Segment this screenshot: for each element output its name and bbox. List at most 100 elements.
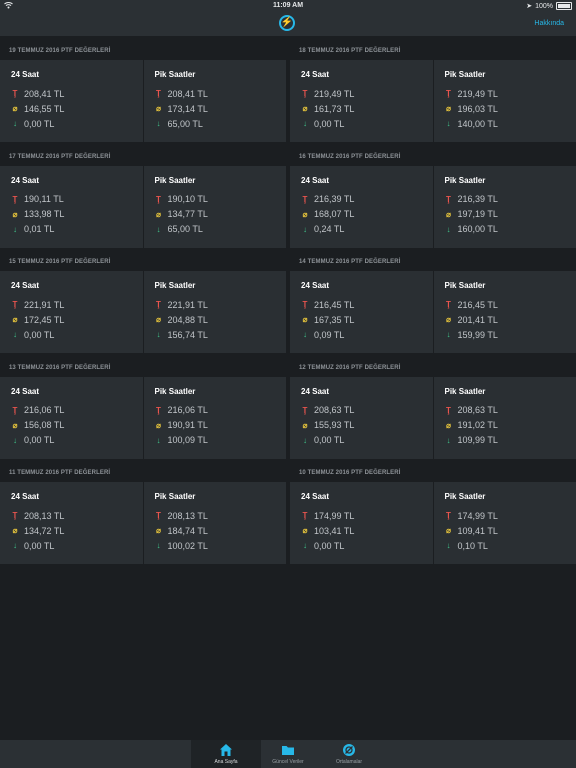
avg-price: 191,02 TL xyxy=(457,420,498,430)
min-value-row: ↓ 0,24 TL xyxy=(301,222,433,237)
min-down-arrow-icon: ↓ xyxy=(303,435,307,445)
day-section: 16 Temmuz 2016 PTF DEĞERLERİ 24 Saat Ţ 216,… xyxy=(290,148,576,254)
max-price: 216,45 TL xyxy=(314,299,355,310)
day-date-header: 14 Temmuz 2016 PTF DEĞERLERİ xyxy=(299,259,401,265)
daily-panel: 24 Saat Ţ 208,13 TL ⌀ 134,72 TL ↓ 0,00 TL xyxy=(0,482,143,564)
min-down-arrow-icon: ↓ xyxy=(156,435,161,445)
max-price: 174,99 TL xyxy=(457,510,498,521)
avg-price: 161,73 TL xyxy=(314,103,355,114)
avg-price: 103,41 TL xyxy=(314,525,355,536)
max-price: 216,39 TL xyxy=(457,194,498,204)
max-value-row: Ţ 219,49 TL xyxy=(445,86,576,101)
average-icon: ⌀ xyxy=(156,209,161,219)
tab-current-data[interactable]: Güncel Veriler xyxy=(253,740,323,768)
min-price: 0,00 TL xyxy=(24,435,55,445)
min-down-arrow-icon: ↓ xyxy=(303,541,307,550)
max-value-row: Ţ 174,99 TL xyxy=(445,508,576,523)
max-value-row: Ţ 216,06 TL xyxy=(11,403,143,418)
panel-title: 24 Saat xyxy=(301,386,330,396)
status-right: ➤ 100% xyxy=(526,2,572,10)
average-icon: ⌀ xyxy=(302,209,308,219)
max-value-row: Ţ 208,13 TL xyxy=(11,508,143,523)
day-date-header: 11 Temmuz 2016 PTF DEĞERLERİ xyxy=(9,470,111,476)
average-icon: ⌀ xyxy=(446,104,451,113)
max-thermometer-icon: Ţ xyxy=(12,511,18,520)
panel-title: 24 Saat xyxy=(301,492,330,501)
battery-icon xyxy=(556,2,572,10)
day-card[interactable]: 24 Saat Ţ 208,41 TL ⌀ 146,55 TL ↓ 0,00 TL Pik S… xyxy=(0,60,286,142)
avg-value-row: ⌀ 184,74 TL xyxy=(155,523,287,538)
day-section: 12 Temmuz 2016 PTF DEĞERLERİ 24 Saat Ţ 208,… xyxy=(290,359,576,465)
panel-title: 24 Saat xyxy=(11,386,40,396)
max-price: 208,41 TL xyxy=(24,88,65,99)
avg-price: 190,91 TL xyxy=(167,420,208,430)
day-section: 15 Temmuz 2016 PTF DEĞERLERİ 24 Saat Ţ 221,… xyxy=(0,253,286,359)
max-price: 208,13 TL xyxy=(167,510,208,521)
max-value-row: Ţ 208,63 TL xyxy=(301,403,433,418)
day-section: 11 Temmuz 2016 PTF DEĞERLERİ 24 Saat Ţ 208,… xyxy=(0,464,286,570)
min-down-arrow-icon: ↓ xyxy=(13,435,17,445)
daily-panel: 24 Saat Ţ 208,41 TL ⌀ 146,55 TL ↓ 0,00 TL xyxy=(0,60,143,142)
avg-value-row: ⌀ 146,55 TL xyxy=(11,101,143,116)
max-value-row: Ţ 208,41 TL xyxy=(11,86,143,101)
panel-title: Pik Saatler xyxy=(444,70,486,79)
min-value-row: ↓ 65,00 TL xyxy=(155,222,287,237)
day-card[interactable]: 24 Saat Ţ 219,49 TL ⌀ 161,73 TL ↓ 0,00 TL Pik S… xyxy=(290,60,576,142)
nav-bar: ⚡ Hakkında xyxy=(0,12,576,36)
min-price: 159,99 TL xyxy=(457,329,498,340)
avg-value-row: ⌀ 156,08 TL xyxy=(11,418,143,433)
day-grid: 19 Temmuz 2016 PTF DEĞERLERİ 24 Saat Ţ 208,… xyxy=(0,42,576,570)
max-price: 208,63 TL xyxy=(314,405,355,415)
day-card[interactable]: 24 Saat Ţ 174,99 TL ⌀ 103,41 TL ↓ 0,00 TL Pik S… xyxy=(290,482,576,564)
day-row: 17 Temmuz 2016 PTF DEĞERLERİ 24 Saat Ţ 190,… xyxy=(0,148,576,254)
day-row: 15 Temmuz 2016 PTF DEĞERLERİ 24 Saat Ţ 221,… xyxy=(0,253,576,359)
min-value-row: ↓ 0,00 TL xyxy=(301,433,433,448)
avg-value-row: ⌀ 168,07 TL xyxy=(301,207,433,222)
panel-title: Pik Saatler xyxy=(444,492,486,501)
avg-value-row: ⌀ 173,14 TL xyxy=(155,101,287,116)
avg-price: 172,45 TL xyxy=(24,314,65,325)
max-price: 221,91 TL xyxy=(24,299,65,310)
max-price: 216,06 TL xyxy=(24,405,65,415)
day-card[interactable]: 24 Saat Ţ 221,91 TL ⌀ 172,45 TL ↓ 0,00 TL Pik S… xyxy=(0,271,286,353)
min-down-arrow-icon: ↓ xyxy=(13,224,17,234)
min-price: 100,02 TL xyxy=(167,540,208,551)
tab-label: Ortalamalar xyxy=(335,759,363,765)
max-thermometer-icon: Ţ xyxy=(156,405,161,415)
avg-price: 167,35 TL xyxy=(314,314,355,325)
day-card[interactable]: 24 Saat Ţ 208,63 TL ⌀ 155,93 TL ↓ 0,00 TL Pik S… xyxy=(290,376,576,459)
peak-panel: Pik Saatler Ţ 208,13 TL ⌀ 184,74 TL ↓ 100,02 T… xyxy=(143,482,287,564)
min-down-arrow-icon: ↓ xyxy=(446,119,451,128)
max-thermometer-icon: Ţ xyxy=(302,194,308,204)
day-card[interactable]: 24 Saat Ţ 190,11 TL ⌀ 133,98 TL ↓ 0,01 TL Pik S… xyxy=(0,165,287,248)
min-down-arrow-icon: ↓ xyxy=(13,119,17,128)
day-card[interactable]: 24 Saat Ţ 216,45 TL ⌀ 167,35 TL ↓ 0,09 TL Pik S… xyxy=(290,271,576,353)
average-icon: ⌀ xyxy=(446,315,451,324)
avg-price: 109,41 TL xyxy=(457,525,498,536)
tab-bar: Ana Sayfa Güncel Veriler Ortalamalar xyxy=(0,739,576,768)
day-card[interactable]: 24 Saat Ţ 208,13 TL ⌀ 134,72 TL ↓ 0,00 TL Pik S… xyxy=(0,482,286,564)
min-price: 160,00 TL xyxy=(457,224,498,234)
avg-price: 184,74 TL xyxy=(167,525,208,536)
min-price: 100,09 TL xyxy=(167,435,208,445)
tab-home[interactable]: Ana Sayfa xyxy=(191,740,261,768)
tab-averages[interactable]: Ortalamalar xyxy=(314,740,384,768)
day-card[interactable]: 24 Saat Ţ 216,06 TL ⌀ 156,08 TL ↓ 0,00 TL Pik S… xyxy=(0,376,286,459)
status-time: 11:09 AM xyxy=(272,2,304,9)
average-circle-icon xyxy=(342,743,356,757)
about-link[interactable]: Hakkında xyxy=(534,20,564,27)
avg-price: 155,93 TL xyxy=(314,420,355,430)
day-section: 18 Temmuz 2016 PTF DEĞERLERİ 24 Saat Ţ 219,… xyxy=(290,42,576,148)
min-down-arrow-icon: ↓ xyxy=(303,119,307,128)
average-icon: ⌀ xyxy=(12,104,18,113)
avg-price: 134,77 TL xyxy=(167,209,208,219)
day-row: 19 Temmuz 2016 PTF DEĞERLERİ 24 Saat Ţ 208,… xyxy=(0,42,576,148)
day-card[interactable]: 24 Saat Ţ 216,39 TL ⌀ 168,07 TL ↓ 0,24 TL Pik S… xyxy=(290,165,576,248)
avg-price: 201,41 TL xyxy=(457,314,498,325)
min-price: 0,00 TL xyxy=(314,540,345,551)
average-icon: ⌀ xyxy=(12,315,18,324)
peak-panel: Pik Saatler Ţ 216,45 TL ⌀ 201,41 TL ↓ 159,99 T… xyxy=(433,271,576,353)
avg-value-row: ⌀ 161,73 TL xyxy=(301,101,433,116)
max-thermometer-icon: Ţ xyxy=(446,194,451,204)
min-down-arrow-icon: ↓ xyxy=(446,541,451,550)
